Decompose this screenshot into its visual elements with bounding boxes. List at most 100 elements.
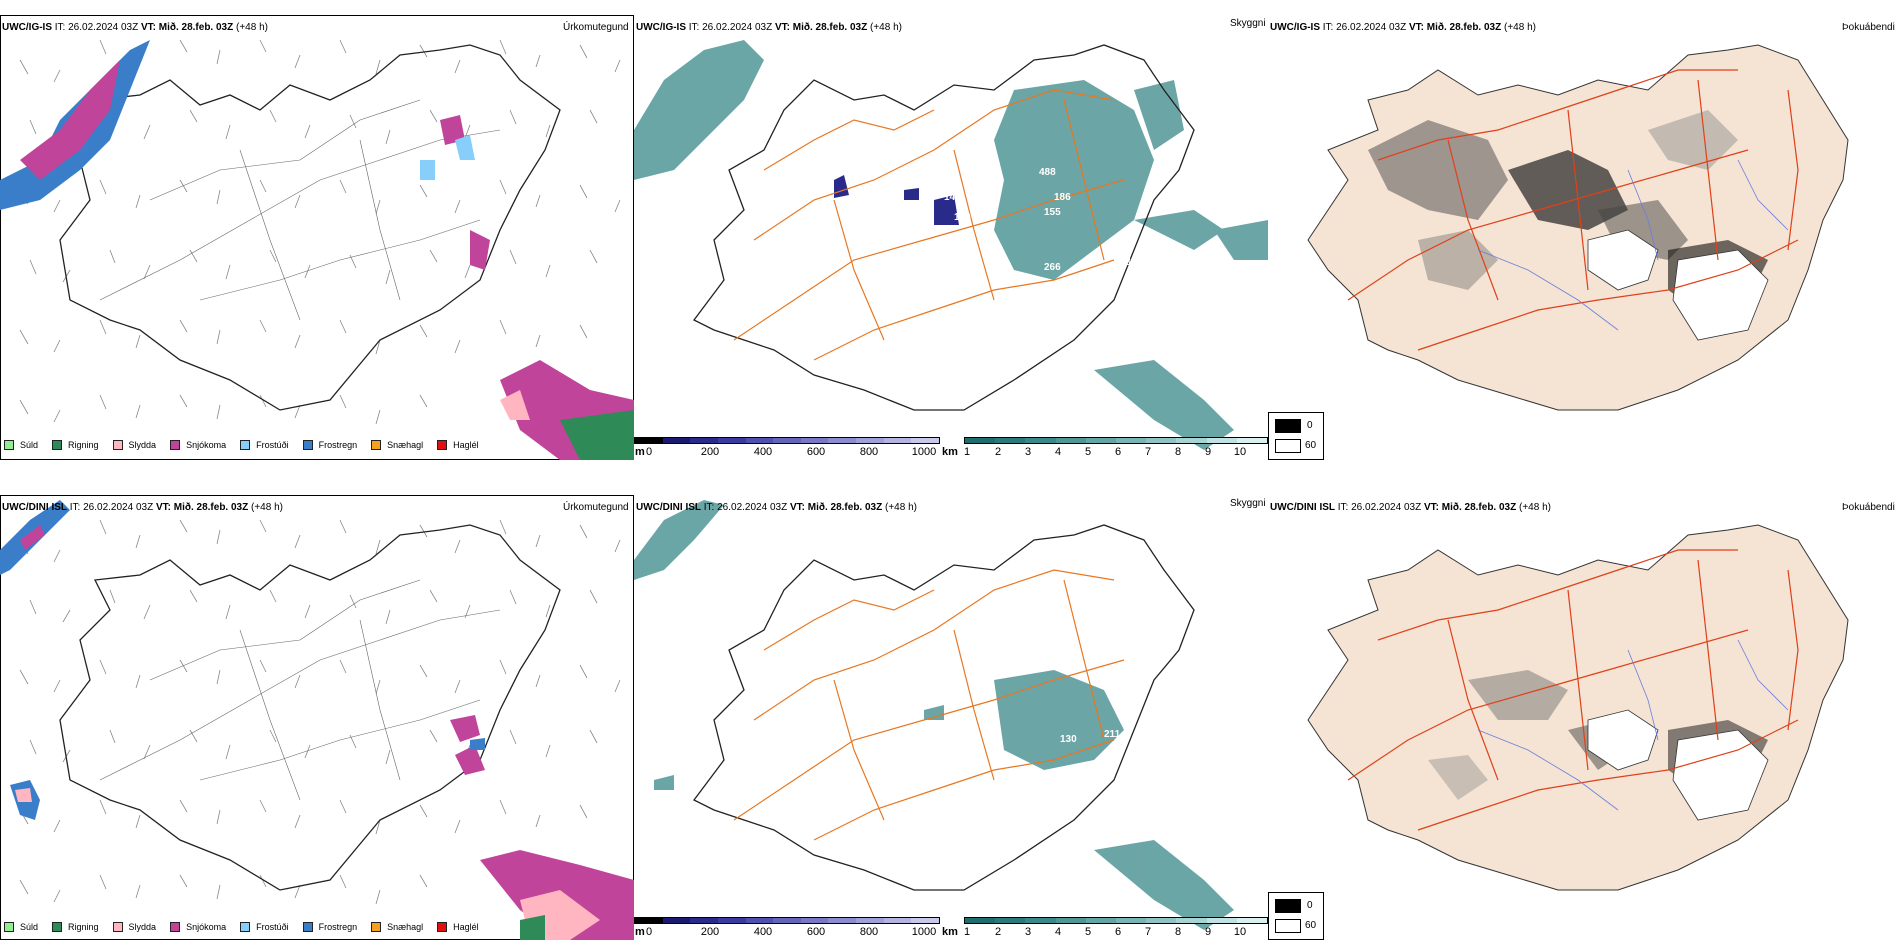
visibility-colorbar — [964, 917, 1268, 924]
iceland-outline — [693, 44, 1195, 411]
legend-swatch — [437, 440, 448, 450]
model-name: UWC/DINI ISL — [2, 502, 67, 513]
cbar-tick: 600 — [806, 926, 826, 938]
it-value: 26.02.2024 03Z — [1336, 22, 1407, 33]
vt-label: VT: — [140, 22, 156, 33]
cbar-tick: 1 — [963, 446, 971, 458]
model-name: UWC/IG-IS — [1270, 22, 1320, 33]
legend-swatch — [170, 440, 181, 450]
wind-barbs — [19, 519, 621, 905]
legend-item: Frostúði — [240, 440, 289, 450]
panel-header: UWC/DINI ISL IT: 26.02.2024 03Z VT: Mið.… — [2, 502, 283, 514]
cloud-base-unit: m — [635, 446, 645, 458]
roads — [99, 579, 501, 801]
vt-value: Mið. 28.feb. 03Z — [807, 502, 883, 513]
legend-item: Súld — [4, 440, 38, 450]
it-label: IT: — [1337, 502, 1349, 513]
cbar-tick: 6 — [1114, 926, 1122, 938]
cloud-vis-title: Skyggni — [1230, 18, 1266, 29]
cbar-tick: 7 — [1144, 446, 1152, 458]
model-row-dini: UWC/DINI ISL IT: 26.02.2024 03Z VT: Mið.… — [0, 480, 1900, 950]
cloud-base-label: 211 — [1104, 729, 1121, 740]
legend-label: Haglél — [453, 440, 479, 450]
map-frame — [0, 15, 634, 460]
legend-item: Snjókoma — [170, 440, 226, 450]
visibility-areas — [634, 500, 1234, 930]
cbar-tick: 800 — [859, 926, 879, 938]
legend-label: Snjókoma — [186, 440, 227, 450]
cloud-vis-map: 146 130 211 — [634, 500, 1234, 930]
cloud-base-ticks: 0 200 400 600 800 1000 — [634, 926, 940, 940]
iceland-outline — [59, 44, 561, 411]
legend-swatch — [4, 922, 14, 932]
vt-value: Mið. 28.feb. 03Z — [792, 22, 868, 33]
cbar-tick: 1 — [963, 926, 971, 938]
visibility-ticks: 1 2 3 4 5 6 7 8 9 10 — [964, 446, 1268, 460]
precip-areas — [0, 40, 634, 460]
cloud-base-label: 266 — [1044, 262, 1061, 273]
cloud-base-label: 146 — [956, 712, 973, 723]
cloud-base-labels: 146 130 211 — [956, 712, 1121, 745]
iceland-land — [1307, 524, 1849, 891]
model-row-igis: UWC/IG-IS IT: 26.02.2024 03Z VT: Mið. 28… — [0, 0, 1900, 475]
cbar-tick: 400 — [753, 446, 773, 458]
legend-label: Haglél — [453, 922, 479, 932]
cloud-base-areas — [834, 175, 959, 225]
legend-label: Rigning — [68, 440, 99, 450]
fog-map — [1307, 44, 1849, 411]
legend-item: Rigning — [52, 922, 99, 932]
fog-map — [1307, 524, 1849, 891]
cloud-base-label: 39 — [1109, 237, 1121, 248]
it-value: 26.02.2024 03Z — [1351, 502, 1422, 513]
legend-swatch — [52, 922, 63, 932]
cbar-tick: 200 — [700, 926, 720, 938]
vt-label: VT: — [774, 22, 790, 33]
legend-label: Rigning — [68, 922, 99, 932]
fog-title: Þokuábendi — [1842, 502, 1895, 513]
roads — [99, 99, 501, 321]
fog-legend-label: 60 — [1305, 440, 1317, 451]
cbar-tick: 9 — [1204, 926, 1212, 938]
fog-legend-black — [1275, 899, 1301, 913]
legend-label: Frostúði — [256, 440, 289, 450]
cloud-base-ticks: 0 200 400 600 800 1000 — [634, 446, 940, 460]
legend-item: Haglél — [437, 440, 479, 450]
lead-time: (+48 h) — [885, 502, 917, 513]
cloud-vis-title: Skyggni — [1230, 498, 1266, 509]
cbar-tick: 200 — [700, 446, 720, 458]
it-value: 26.02.2024 03Z — [68, 22, 139, 33]
model-name: UWC/DINI ISL — [636, 502, 701, 513]
legend-label: Snæhagl — [387, 440, 424, 450]
cloud-base-colorbar — [634, 917, 940, 924]
legend-swatch — [4, 440, 14, 450]
fog-legend-label: 0 — [1307, 900, 1313, 911]
cbar-tick: 3 — [1024, 926, 1032, 938]
cbar-tick: 4 — [1054, 926, 1062, 938]
legend-item: Rigning — [52, 440, 99, 450]
legend-item: Snæhagl — [371, 440, 423, 450]
it-label: IT: — [69, 502, 81, 513]
fog-legend-label: 60 — [1305, 920, 1317, 931]
cloud-base-label: 145 — [944, 192, 961, 203]
rivers — [1477, 639, 1789, 811]
cbar-tick: 2 — [994, 446, 1002, 458]
vt-value: Mið. 28.feb. 03Z — [1441, 502, 1517, 513]
panel-header: UWC/DINI ISL IT: 26.02.2024 03Z VT: Mið.… — [636, 502, 917, 514]
legend-item: Snjókoma — [170, 922, 226, 932]
vt-value: Mið. 28.feb. 03Z — [173, 502, 249, 513]
fog-panel: UWC/IG-IS IT: 26.02.2024 03Z VT: Mið. 28… — [1268, 0, 1900, 475]
fog-legend-label: 0 — [1307, 420, 1313, 431]
cbar-tick: 8 — [1174, 926, 1182, 938]
it-label: IT: — [703, 502, 715, 513]
cbar-tick: 0 — [645, 926, 653, 938]
visibility-unit: km — [942, 446, 958, 458]
fog-legend-white — [1275, 439, 1301, 453]
wind-barbs — [19, 39, 621, 425]
legend-label: Snjókoma — [186, 922, 227, 932]
panel-header: UWC/DINI ISL IT: 26.02.2024 03Z VT: Mið.… — [1270, 502, 1551, 514]
legend-label: Slydda — [128, 440, 157, 450]
precip-type-map — [0, 500, 634, 940]
iceland-outline — [693, 524, 1195, 891]
legend-item: Slydda — [112, 922, 156, 932]
precip-type-title: Úrkomutegund — [563, 502, 629, 513]
